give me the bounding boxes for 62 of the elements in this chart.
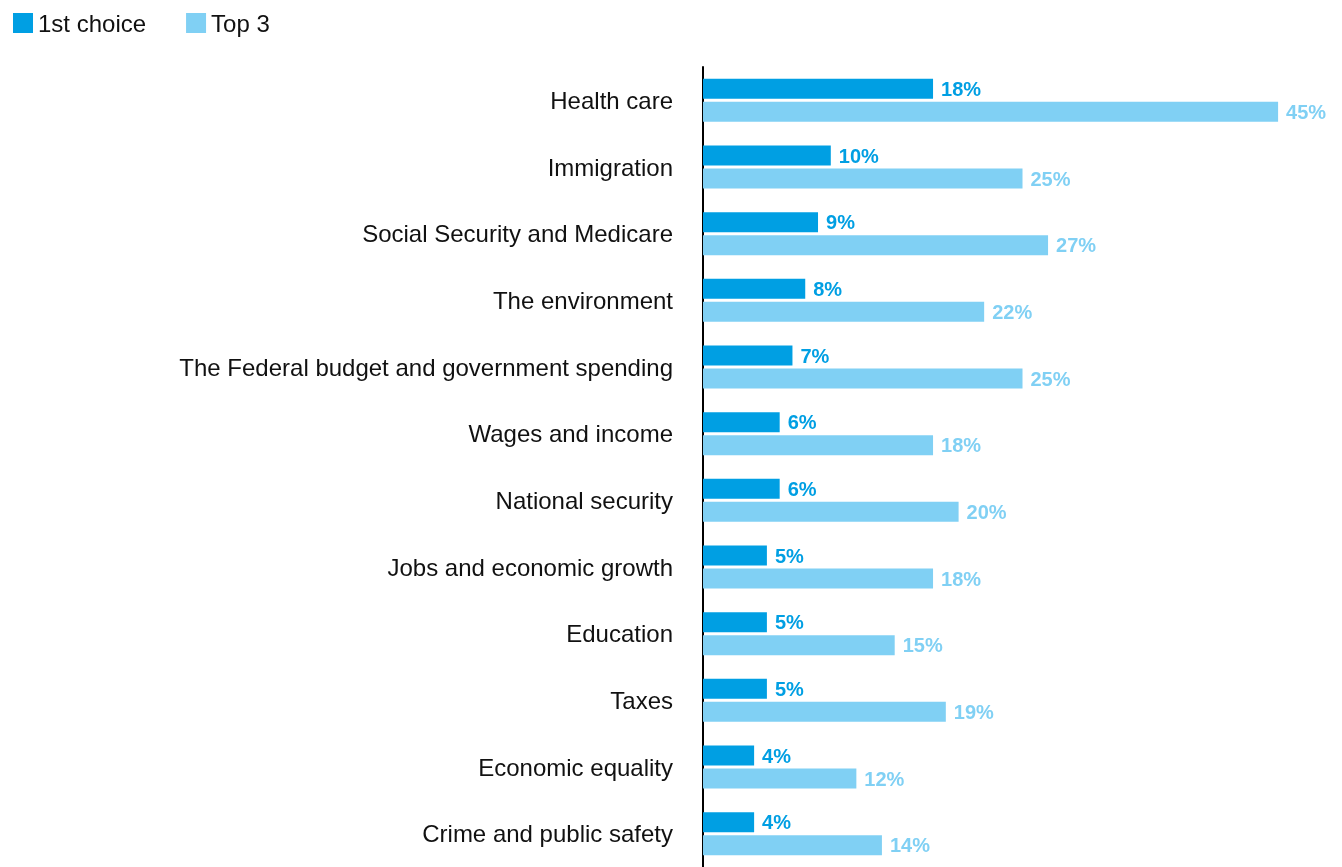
data-label: 6% (787, 477, 817, 500)
data-label: 22% (992, 300, 1033, 323)
data-label: 6% (787, 411, 817, 434)
bar (703, 501, 959, 522)
bar (703, 301, 985, 322)
data-label: 19% (953, 700, 995, 723)
bar (703, 812, 755, 833)
bar (703, 635, 895, 656)
y-tick-label: National security (495, 486, 673, 514)
legend-label: Top 3 (211, 9, 270, 37)
y-tick-label: Social Security and Medicare (362, 220, 673, 248)
data-label: 12% (864, 767, 905, 790)
data-label: 4% (762, 744, 792, 767)
data-label: 7% (800, 344, 830, 367)
data-label: 8% (813, 277, 843, 300)
data-label: 9% (826, 211, 856, 234)
bar (703, 278, 806, 299)
bar (703, 545, 767, 566)
data-label: 15% (902, 634, 943, 657)
bar (703, 612, 767, 633)
data-label: 45% (1286, 100, 1327, 123)
bar (703, 701, 946, 722)
bar (703, 345, 793, 366)
bar (703, 478, 780, 499)
bar (703, 678, 767, 699)
data-label: 5% (774, 677, 805, 700)
data-label: 20% (966, 500, 1007, 523)
y-tick-label: Jobs and economic growth (387, 553, 673, 581)
bar (703, 835, 882, 856)
y-tick-label: Economic equality (478, 753, 673, 781)
bar (703, 768, 857, 789)
bar (703, 412, 780, 433)
bar (703, 212, 819, 233)
y-tick-label: The Federal budget and government spending (179, 353, 673, 381)
data-label: 27% (1056, 234, 1097, 257)
data-label: 14% (889, 834, 931, 857)
data-label: 18% (941, 77, 982, 100)
y-tick-label: Education (566, 620, 673, 648)
data-label: 10% (838, 144, 880, 167)
bar (703, 78, 934, 99)
y-tick-label: Taxes (610, 686, 673, 714)
y-tick-label: The environment (492, 286, 674, 314)
legend-label: 1st choice (38, 9, 147, 37)
data-label: 5% (774, 544, 805, 567)
bar (703, 168, 1023, 189)
data-label: 18% (941, 434, 982, 457)
data-label: 5% (774, 611, 805, 634)
y-tick-label: Health care (550, 86, 673, 114)
data-label: 25% (1030, 367, 1071, 390)
data-label: 25% (1030, 167, 1071, 190)
bar (703, 435, 934, 456)
y-tick-label: Immigration (547, 153, 673, 181)
y-tick-label: Crime and public safety (422, 820, 673, 848)
bar (703, 368, 1023, 389)
bar (703, 145, 831, 166)
data-label: 4% (762, 811, 792, 834)
bar (703, 745, 755, 766)
bar (703, 101, 1279, 122)
bar (703, 235, 1049, 256)
y-tick-label: Wages and income (468, 420, 673, 448)
bar (703, 568, 934, 589)
data-label: 18% (941, 567, 982, 590)
